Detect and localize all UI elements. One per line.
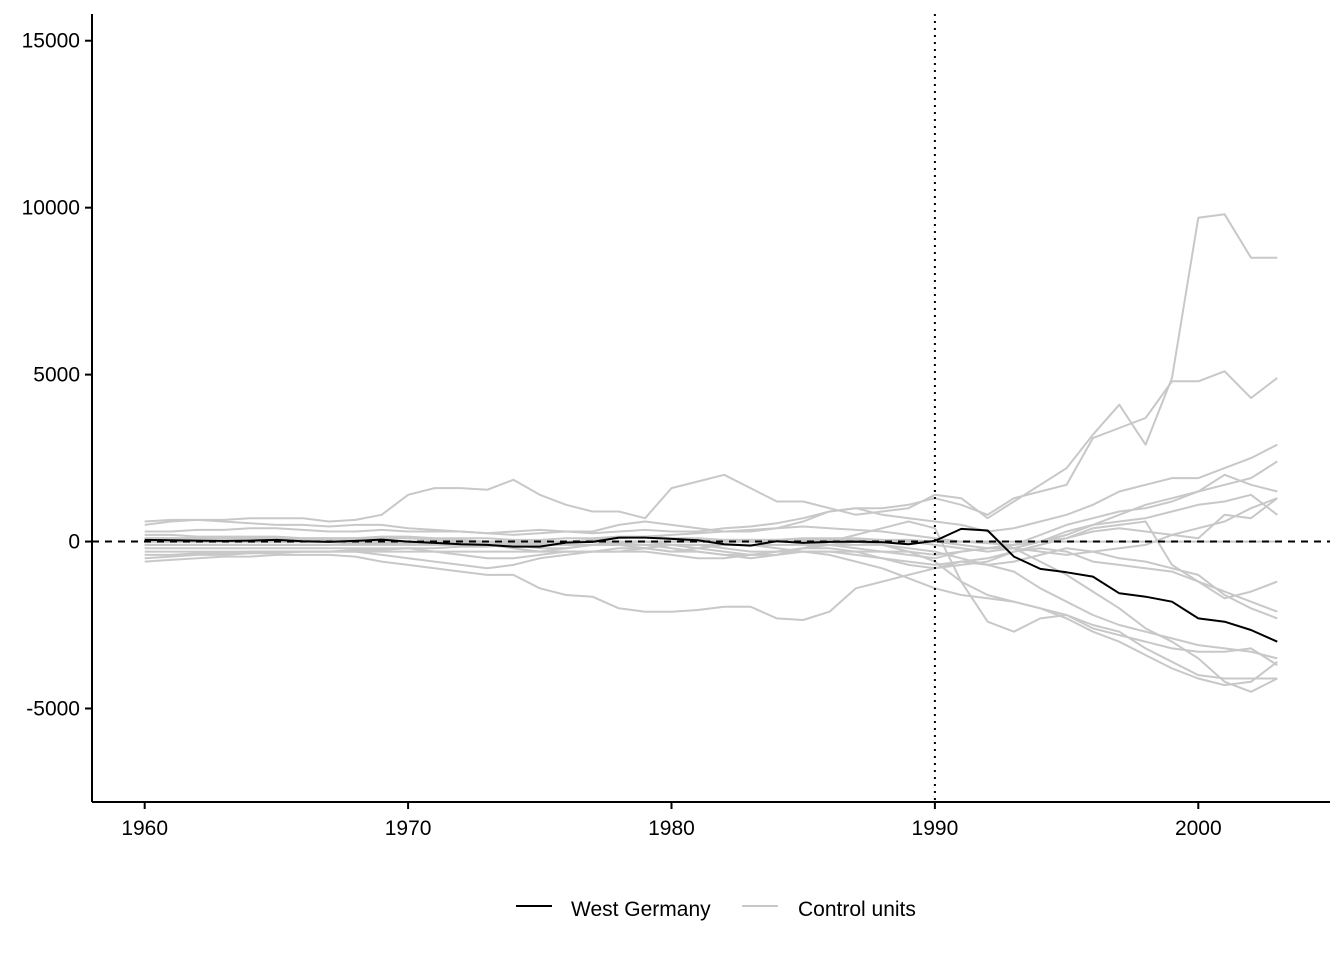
control-unit-lines	[144, 213, 1278, 693]
series-line-control-16	[144, 520, 1278, 666]
y-tick-label: -5000	[26, 698, 80, 721]
x-tick-label: 1970	[385, 817, 432, 840]
series-line-control-12	[144, 547, 1278, 621]
series-line-control-15	[144, 543, 1278, 660]
series-line-control-3	[144, 443, 1278, 536]
y-tick-label: 10000	[22, 197, 80, 220]
y-tick-label: 5000	[33, 364, 80, 387]
series-line-control-5	[144, 473, 1278, 550]
y-tick-label: 15000	[22, 30, 80, 53]
x-tick-label: 1980	[648, 817, 695, 840]
series-line-west-germany	[144, 527, 1278, 643]
series-line-control-14	[144, 540, 1278, 680]
series-line-control-11	[144, 520, 1278, 613]
x-tick-label: 1990	[912, 817, 959, 840]
x-tick-label: 1960	[121, 817, 168, 840]
x-ticks: 1960 1970 1980 1990 2000	[121, 802, 1222, 840]
legend-label-control-units: Control units	[798, 898, 916, 921]
series-line-control-1	[144, 213, 1278, 526]
y-ticks: -5000 0 5000 10000 15000	[22, 30, 92, 721]
treated-unit-line	[144, 527, 1278, 643]
y-tick-label: 0	[68, 531, 80, 554]
series-line-control-4	[144, 460, 1278, 560]
series-line-control-2	[144, 370, 1278, 535]
legend: West Germany Control units	[516, 898, 916, 921]
x-tick-label: 2000	[1175, 817, 1222, 840]
legend-label-west-germany: West Germany	[571, 898, 711, 921]
